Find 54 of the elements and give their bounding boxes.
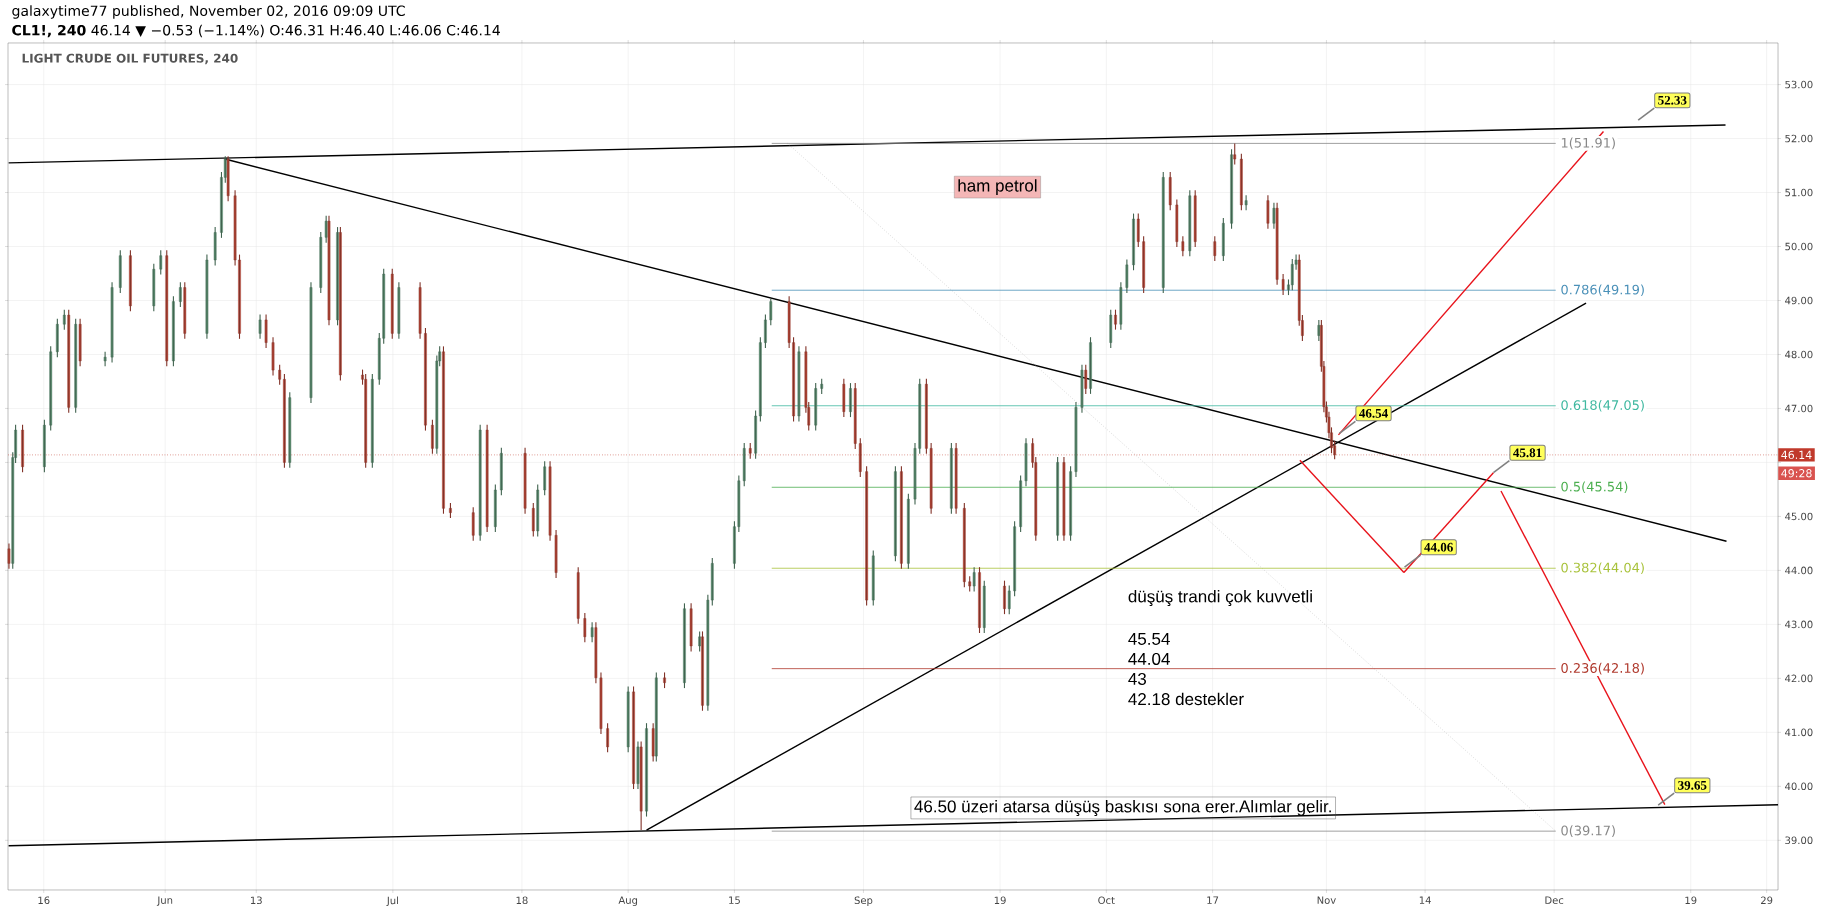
- ref-line-label: 46.14: [1781, 450, 1812, 460]
- y-tick-label: 43.00: [1785, 620, 1813, 629]
- annotation: 46.54: [1359, 408, 1388, 418]
- annotation: 45.81: [1513, 448, 1542, 458]
- x-tick-label: Oct: [1098, 896, 1115, 905]
- series-label: 0.786(49.19): [1561, 284, 1644, 297]
- y-tick-label: 53.00: [1785, 80, 1813, 89]
- y-tick-label: 39.00: [1785, 836, 1813, 845]
- x-tick-label: 19: [1685, 896, 1697, 905]
- annotation: 46.50 üzeri atarsa düşüş baskısı sona erer.Alımlar gelir.: [914, 799, 1331, 816]
- x-tick-label: 19: [994, 896, 1006, 905]
- series-label: 0(39.17): [1561, 825, 1615, 837]
- x-tick-label: 16: [38, 896, 50, 905]
- y-tick-label: 47.00: [1785, 404, 1813, 413]
- text: LIGHT CRUDE OIL FUTURES, 240: [22, 53, 238, 65]
- x-tick-label: Jun: [156, 896, 173, 906]
- y-tick-label: 40.00: [1785, 782, 1813, 791]
- y-tick-label: 51.00: [1785, 188, 1813, 197]
- x-tick-label: Nov: [1317, 896, 1336, 904]
- text: 49:28: [1781, 469, 1812, 478]
- annotation: 44.06: [1424, 542, 1453, 552]
- x-tick-label: Dec: [1545, 896, 1564, 904]
- y-tick-label: 44.00: [1785, 566, 1813, 575]
- annotation: 43: [1128, 672, 1147, 685]
- x-tick-label: 29: [1761, 896, 1773, 905]
- x-tick-label: Jul: [386, 896, 398, 907]
- y-tick-label: 50.00: [1785, 242, 1813, 251]
- series-label: 0.236(42.18): [1561, 662, 1644, 675]
- annotation: 39.65: [1678, 780, 1707, 790]
- x-tick-label: 13: [251, 896, 262, 905]
- x-tick-label: 17: [1207, 896, 1219, 904]
- series-label: 0.382(44.04): [1561, 562, 1644, 575]
- series-label: 1(51.91): [1561, 137, 1615, 150]
- y-tick-label: 48.00: [1785, 350, 1813, 359]
- y-tick-label: 49.00: [1785, 296, 1813, 305]
- annotation: ham petrol: [958, 179, 1037, 196]
- x-tick-label: 15: [729, 896, 740, 904]
- chart-subtitle: CL1!, 240 46.14 ▼ −0.53 (−1.14%) O:46.31 H:46.40 L:46.06 C:46.14: [12, 24, 500, 38]
- text: galaxytime77 published, November 02, 2016 09:09 UTC: [12, 5, 405, 19]
- annotation: 44.04: [1128, 652, 1170, 665]
- annotation: 42.18 destekler: [1128, 692, 1244, 706]
- y-tick-label: 42.00: [1785, 674, 1813, 683]
- annotation: düşüş trandi çok kuvvetli: [1128, 589, 1312, 606]
- y-tick-label: 52.00: [1785, 134, 1813, 143]
- series-label: 0.618(47.05): [1561, 399, 1644, 412]
- x-tick-label: Aug: [618, 896, 638, 906]
- x-tick-label: Sep: [854, 896, 873, 907]
- series-label: 0.5(45.54): [1561, 481, 1628, 494]
- y-tick-label: 41.00: [1785, 728, 1813, 737]
- y-tick-label: 45.00: [1785, 512, 1813, 521]
- x-tick-label: 18: [516, 896, 528, 905]
- annotation: 45.54: [1128, 633, 1170, 645]
- x-tick-label: 14: [1419, 896, 1431, 904]
- annotation: 52.33: [1658, 95, 1687, 105]
